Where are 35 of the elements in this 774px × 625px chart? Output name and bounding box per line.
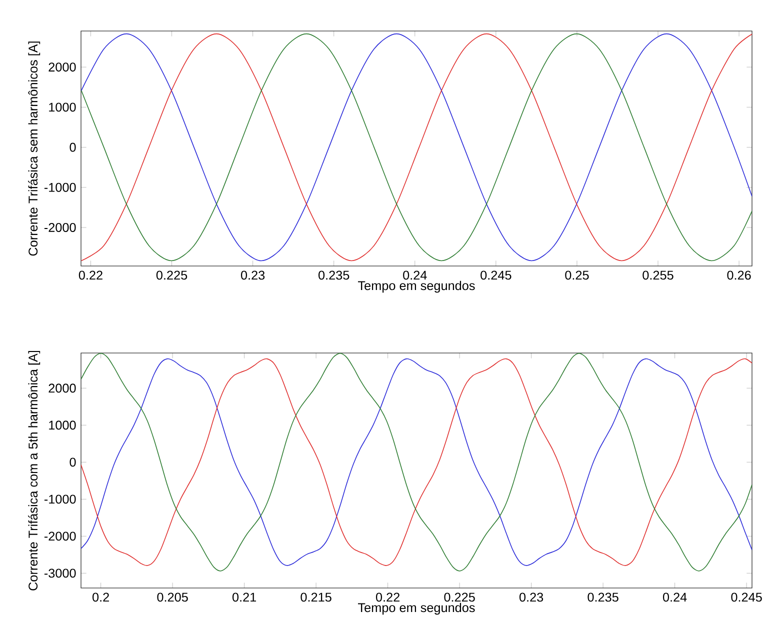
- x-tick-label: 0.23: [519, 592, 544, 602]
- y-tick-label: -3000: [44, 568, 76, 578]
- x-tick-label: 0.245: [731, 592, 762, 602]
- x-tick-label: 0.225: [444, 592, 475, 602]
- x-axis-title: Tempo em segundos: [358, 280, 475, 293]
- x-tick-label: 0.23: [240, 270, 265, 280]
- x-tick-label: 0.24: [662, 592, 687, 602]
- x-tick-label: 0.21: [232, 592, 256, 602]
- y-tick-label: -2000: [44, 532, 76, 541]
- x-tick-label: 0.22: [78, 270, 102, 280]
- y-tick-label: 0: [70, 142, 76, 152]
- x-tick-label: 0.235: [318, 270, 350, 280]
- x-tick-label: 0.25: [565, 270, 589, 280]
- y-tick-label: -2000: [44, 223, 76, 232]
- x-tick-label: 0.22: [376, 592, 400, 602]
- y-axis-title: Corrente Trifásica com a 5th harmônica [A]: [28, 350, 40, 590]
- y-axis-title: Corrente Trifásica sem harmônicos [A]: [28, 42, 40, 256]
- y-tick-label: 1000: [49, 420, 76, 430]
- x-tick-label: 0.215: [300, 592, 332, 602]
- y-tick-label: -1000: [44, 182, 76, 192]
- x-tick-label: 0.2: [92, 592, 109, 602]
- y-tick-label: 2000: [48, 62, 76, 72]
- x-tick-label: 0.225: [156, 270, 188, 280]
- y-tick-label: -1000: [44, 494, 76, 504]
- x-tick-label: 0.24: [403, 270, 427, 280]
- x-tick-label: 0.26: [727, 270, 751, 280]
- x-tick-label: 0.205: [157, 592, 188, 602]
- x-tick-label: 0.245: [480, 270, 512, 280]
- line-series: [81, 33, 752, 262]
- y-tick-label: 2000: [48, 384, 76, 393]
- y-tick-label: 0: [70, 458, 76, 467]
- x-tick-label: 0.235: [588, 592, 618, 602]
- x-axis-title: Tempo em segundos: [358, 602, 475, 615]
- y-tick-label: 1000: [49, 102, 76, 112]
- x-tick-label: 0.255: [642, 270, 674, 280]
